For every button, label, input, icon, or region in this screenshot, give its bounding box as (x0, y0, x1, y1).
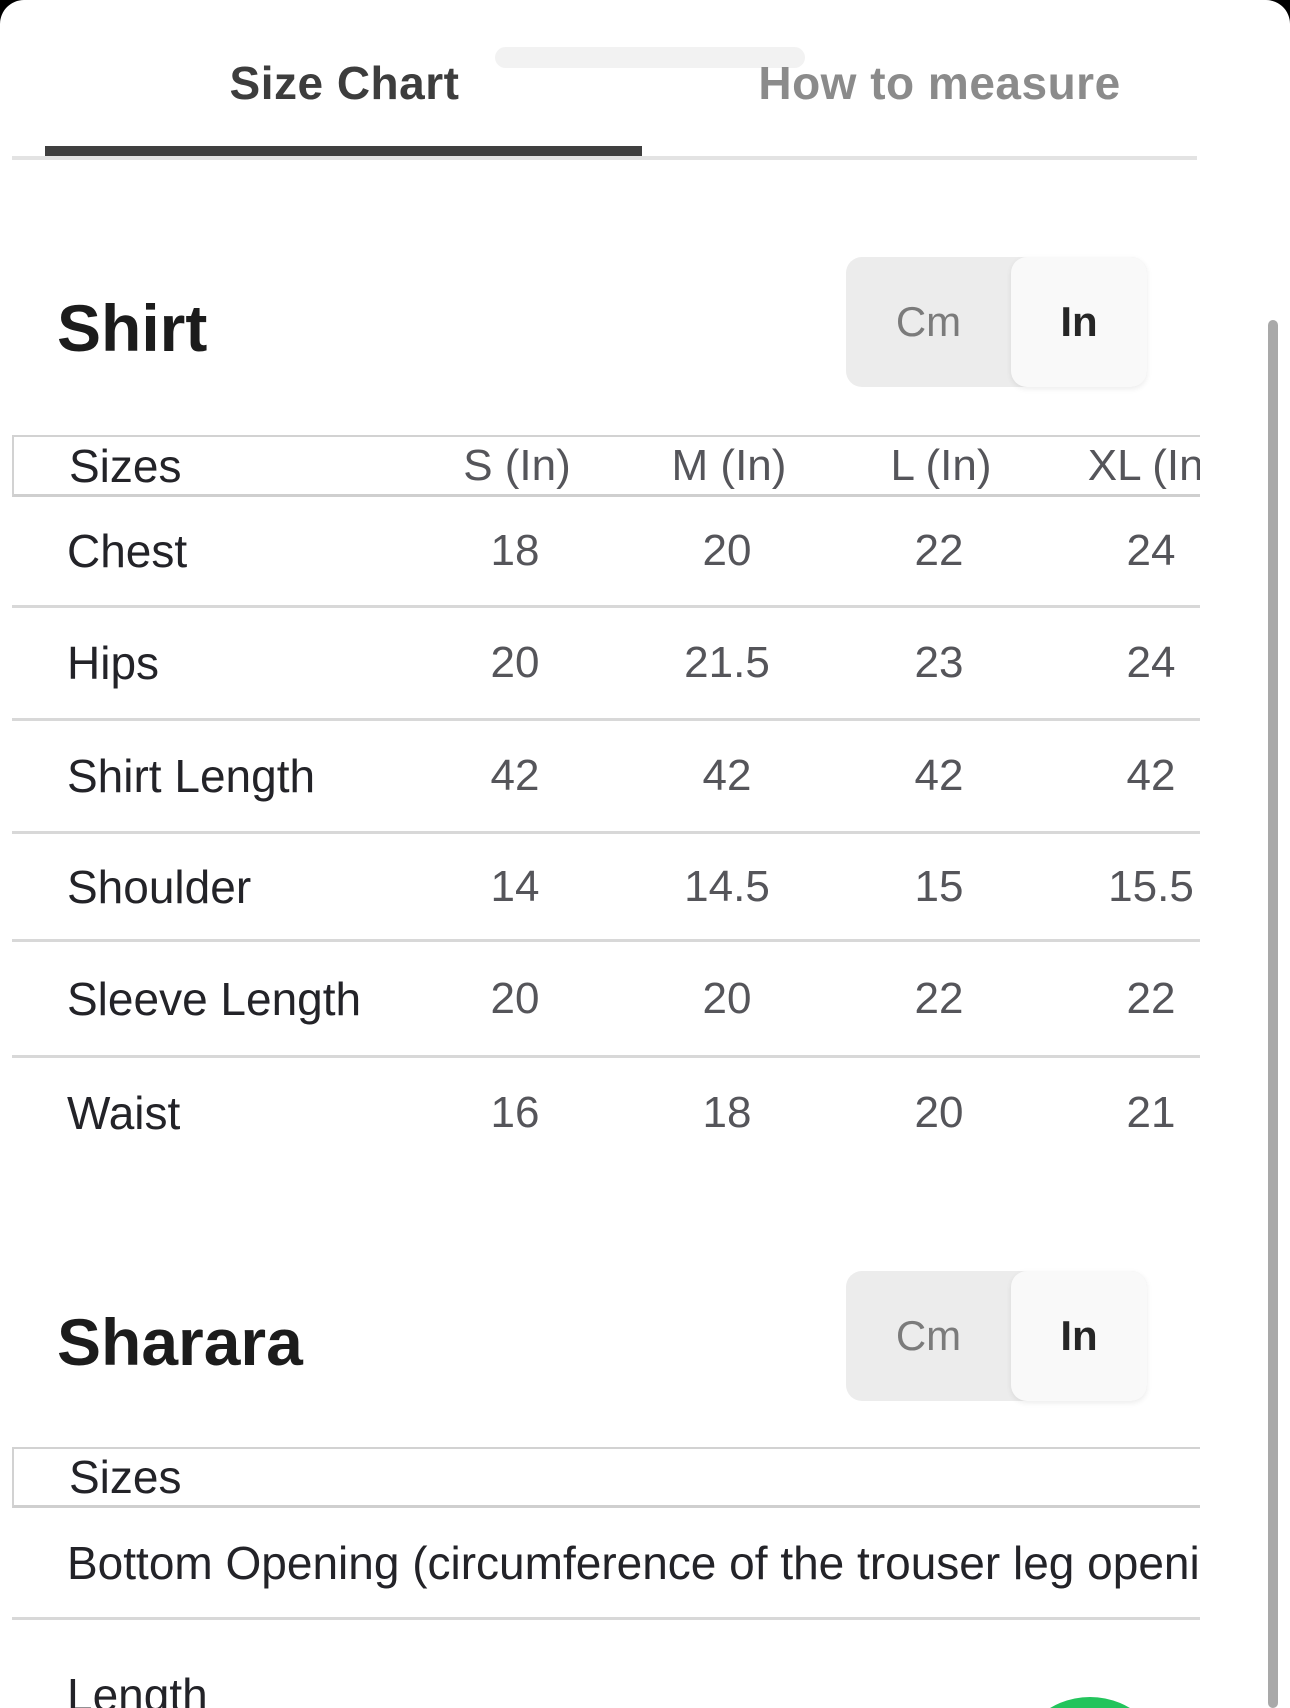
cell-value: 20 (490, 638, 540, 687)
toggle-in-button[interactable]: In (1011, 257, 1147, 387)
cell-value: 42 (490, 751, 540, 800)
table-row: Hips 20 21.5 23 24 (12, 608, 1200, 721)
toggle-cm-button[interactable]: Cm (895, 298, 962, 345)
header-cell-xl: XL (In) (1087, 440, 1200, 490)
row-label: Hips (67, 637, 160, 689)
active-tab-indicator (45, 146, 642, 156)
cell-value: 21.5 (684, 638, 770, 687)
table-row: Shoulder 14 14.5 15 15.5 (12, 834, 1200, 942)
cell-value: 22 (914, 973, 964, 1023)
unit-toggle-shirt: Cm In (846, 257, 1147, 387)
cell-value: 18 (702, 1088, 752, 1137)
table-row: Chest 18 20 22 24 (12, 497, 1200, 608)
cell-value: 42 (1126, 751, 1176, 800)
row-label: Shoulder (67, 860, 252, 913)
vertical-scrollbar[interactable] (1268, 320, 1278, 1708)
header-cell-l: L (In) (890, 440, 992, 490)
tab-size-chart[interactable]: Size Chart (229, 57, 460, 109)
table-header-row: Sizes (12, 1447, 1200, 1508)
cell-value: 14 (490, 861, 540, 911)
cell-value: 18 (490, 526, 540, 575)
cell-value: 23 (914, 638, 964, 687)
cell-value: 22 (914, 526, 964, 575)
toggle-in-button[interactable]: In (1011, 1271, 1147, 1401)
row-label: Bottom Opening (circumference of the tro… (67, 1536, 1200, 1589)
cell-value: 42 (702, 751, 752, 800)
table-row: Sleeve Length 20 20 22 22 (12, 942, 1200, 1058)
header-cell-sizes: Sizes (69, 439, 182, 492)
sheet-drag-handle[interactable] (495, 47, 805, 68)
table-row: Bottom Opening (circumference of the tro… (12, 1508, 1200, 1620)
table-header-row: Sizes S (In) M (In) L (In) XL (In) (12, 435, 1200, 497)
toggle-cm-button[interactable]: Cm (895, 1312, 962, 1359)
cell-value: 20 (702, 526, 752, 575)
cell-value: 22 (1126, 973, 1176, 1023)
row-label: Shirt Length (67, 750, 316, 802)
tab-how-to-measure[interactable]: How to measure (758, 57, 1121, 109)
header-cell-m: M (In) (671, 440, 787, 490)
cell-value: 24 (1126, 526, 1176, 575)
table-row: Waist 16 18 20 21 (12, 1058, 1200, 1151)
table-row: Length (12, 1620, 1200, 1708)
header-cell-sizes: Sizes (69, 1451, 182, 1503)
floating-chat-button[interactable] (1012, 1697, 1168, 1708)
cell-value: 20 (914, 1088, 964, 1137)
cell-value: 15 (914, 861, 964, 911)
cell-value: 20 (702, 973, 752, 1023)
cell-value: 21 (1126, 1088, 1176, 1137)
row-label: Length (67, 1669, 208, 1708)
cell-value: 24 (1126, 638, 1176, 687)
unit-toggle-sharara: Cm In (846, 1271, 1147, 1401)
row-label: Chest (67, 525, 188, 577)
cell-value: 15.5 (1108, 861, 1194, 911)
header-cell-s: S (In) (463, 440, 571, 490)
cell-value: 20 (490, 973, 540, 1023)
tab-underline-track (12, 156, 1197, 160)
row-label: Waist (67, 1087, 181, 1139)
shirt-size-table[interactable]: Sizes S (In) M (In) L (In) XL (In) Chest… (12, 435, 1200, 1151)
section-title-sharara: Sharara (57, 1305, 303, 1379)
table-row: Shirt Length 42 42 42 42 (12, 721, 1200, 834)
cell-value: 42 (914, 751, 964, 800)
sharara-size-table[interactable]: Sizes Bottom Opening (circumference of t… (12, 1447, 1200, 1708)
section-title-shirt: Shirt (57, 291, 208, 365)
cell-value: 14.5 (684, 861, 770, 911)
cell-value: 16 (490, 1088, 540, 1137)
row-label: Sleeve Length (67, 972, 362, 1025)
